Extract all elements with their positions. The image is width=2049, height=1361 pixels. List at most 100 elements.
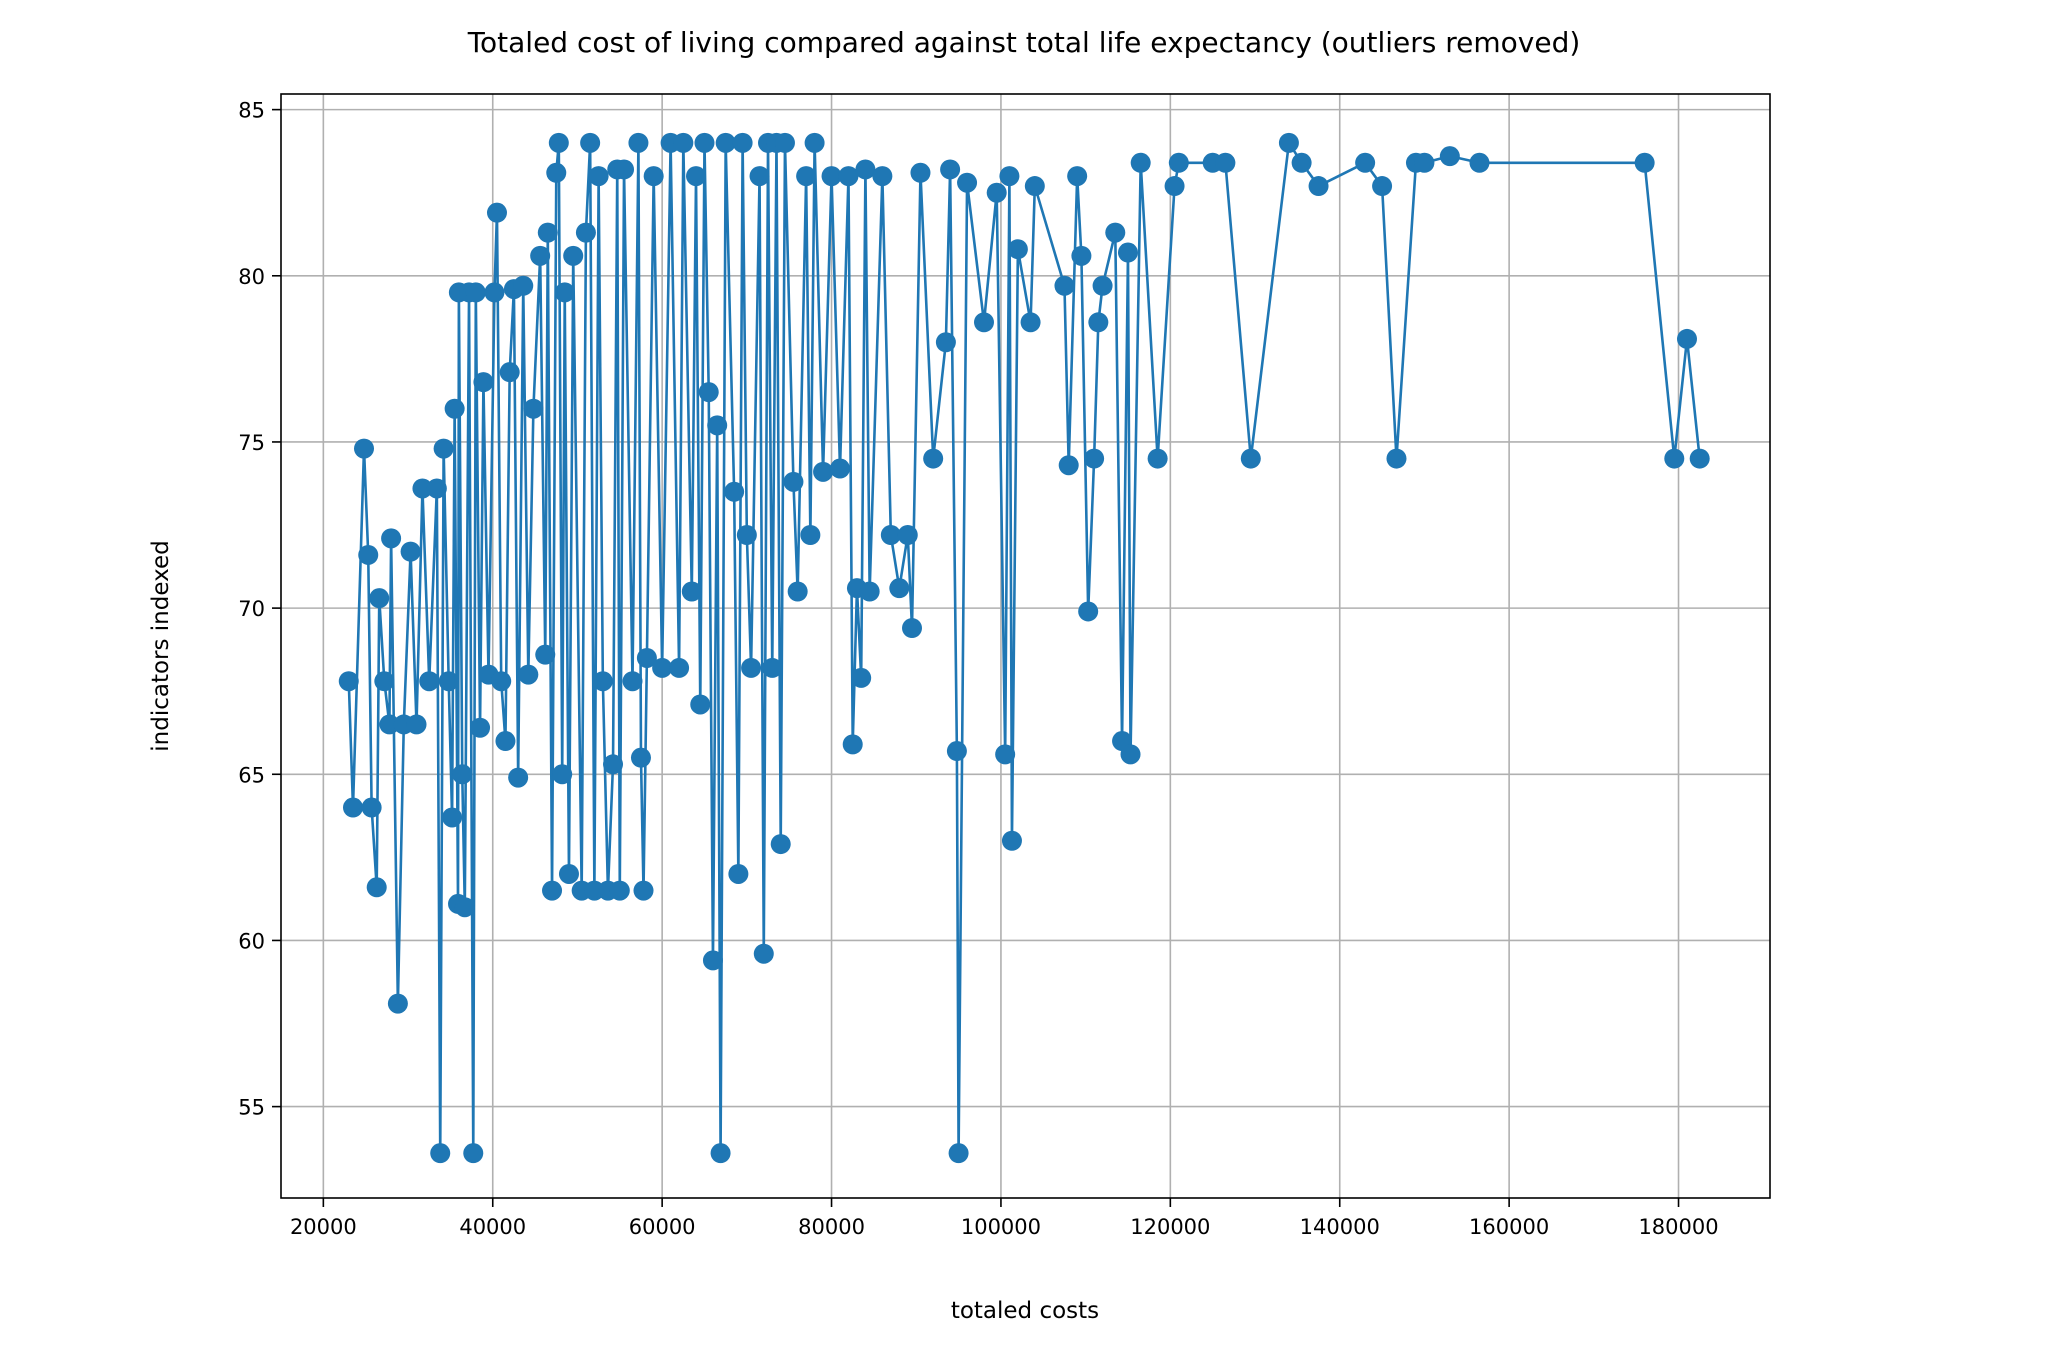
y-tick-label: 70 bbox=[238, 597, 265, 621]
x-tick-label: 180000 bbox=[1638, 1215, 1718, 1239]
data-point bbox=[1088, 312, 1109, 333]
data-point bbox=[354, 438, 375, 459]
data-point bbox=[513, 275, 534, 296]
data-point bbox=[1664, 448, 1685, 469]
data-point bbox=[1386, 448, 1407, 469]
data-point bbox=[859, 581, 880, 602]
data-point bbox=[548, 132, 569, 153]
data-point bbox=[508, 767, 529, 788]
data-point bbox=[957, 172, 978, 193]
data-point bbox=[484, 282, 505, 303]
data-point bbox=[707, 415, 728, 436]
data-point bbox=[433, 438, 454, 459]
data-point bbox=[588, 166, 609, 187]
data-point bbox=[1168, 152, 1189, 173]
data-point bbox=[946, 741, 967, 762]
data-point bbox=[636, 647, 657, 668]
data-point bbox=[694, 132, 715, 153]
data-point bbox=[1067, 166, 1088, 187]
data-point bbox=[842, 734, 863, 755]
data-point bbox=[1676, 328, 1697, 349]
data-point bbox=[897, 525, 918, 546]
data-point bbox=[552, 764, 573, 785]
data-point bbox=[1278, 132, 1299, 153]
data-point bbox=[535, 644, 556, 665]
data-point bbox=[800, 525, 821, 546]
chart-title: Totaled cost of living compared against … bbox=[467, 26, 1581, 59]
data-point bbox=[732, 132, 753, 153]
data-point bbox=[473, 372, 494, 393]
data-point bbox=[686, 166, 707, 187]
data-point bbox=[366, 877, 387, 898]
data-point bbox=[342, 797, 363, 818]
data-point bbox=[603, 754, 624, 775]
data-point bbox=[1689, 448, 1710, 469]
data-point bbox=[1372, 176, 1393, 197]
data-point bbox=[889, 578, 910, 599]
data-point bbox=[1084, 448, 1105, 469]
data-point bbox=[1092, 275, 1113, 296]
data-point bbox=[690, 694, 711, 715]
data-point bbox=[1078, 601, 1099, 622]
data-point bbox=[1054, 275, 1075, 296]
data-point bbox=[1071, 245, 1092, 266]
x-tick-label: 80000 bbox=[798, 1215, 865, 1239]
data-point bbox=[426, 478, 447, 499]
data-point bbox=[630, 747, 651, 768]
data-point bbox=[1007, 239, 1028, 260]
data-point bbox=[592, 671, 613, 692]
data-point bbox=[442, 807, 463, 828]
data-point bbox=[491, 671, 512, 692]
data-point bbox=[379, 714, 400, 735]
data-point bbox=[715, 132, 736, 153]
data-point bbox=[736, 525, 757, 546]
x-tick-label: 60000 bbox=[629, 1215, 696, 1239]
data-point bbox=[1130, 152, 1151, 173]
data-point bbox=[614, 159, 635, 180]
data-point bbox=[698, 382, 719, 403]
data-point bbox=[452, 764, 473, 785]
data-point bbox=[643, 166, 664, 187]
data-point bbox=[575, 222, 596, 243]
data-point bbox=[622, 671, 643, 692]
data-point bbox=[554, 282, 575, 303]
y-tick-label: 75 bbox=[238, 431, 265, 455]
x-tick-label: 40000 bbox=[459, 1215, 526, 1239]
data-point bbox=[412, 478, 433, 499]
data-point bbox=[358, 544, 379, 565]
x-tick-label: 120000 bbox=[1130, 1215, 1210, 1239]
data-point bbox=[783, 471, 804, 492]
data-point bbox=[381, 528, 402, 549]
data-point bbox=[406, 714, 427, 735]
data-point bbox=[728, 863, 749, 884]
data-point bbox=[681, 581, 702, 602]
data-point bbox=[1215, 152, 1236, 173]
data-point bbox=[796, 166, 817, 187]
data-point bbox=[880, 525, 901, 546]
data-point bbox=[1001, 830, 1022, 851]
y-tick-label: 55 bbox=[238, 1096, 265, 1120]
data-point bbox=[518, 664, 539, 685]
data-point bbox=[821, 166, 842, 187]
data-point bbox=[902, 618, 923, 639]
data-point bbox=[419, 671, 440, 692]
data-point bbox=[361, 797, 382, 818]
data-point bbox=[546, 162, 567, 183]
data-point bbox=[999, 166, 1020, 187]
data-point bbox=[1024, 176, 1045, 197]
y-tick-label: 85 bbox=[238, 99, 265, 123]
data-point bbox=[770, 834, 791, 855]
data-point bbox=[563, 245, 584, 266]
data-point bbox=[749, 166, 770, 187]
data-point bbox=[724, 481, 745, 502]
data-point bbox=[486, 202, 507, 223]
data-point bbox=[1058, 455, 1079, 476]
data-point bbox=[830, 458, 851, 479]
data-point bbox=[804, 132, 825, 153]
data-point bbox=[430, 1143, 451, 1164]
data-point bbox=[1308, 176, 1329, 197]
data-point bbox=[558, 863, 579, 884]
data-point bbox=[1439, 146, 1460, 167]
data-point bbox=[923, 448, 944, 469]
